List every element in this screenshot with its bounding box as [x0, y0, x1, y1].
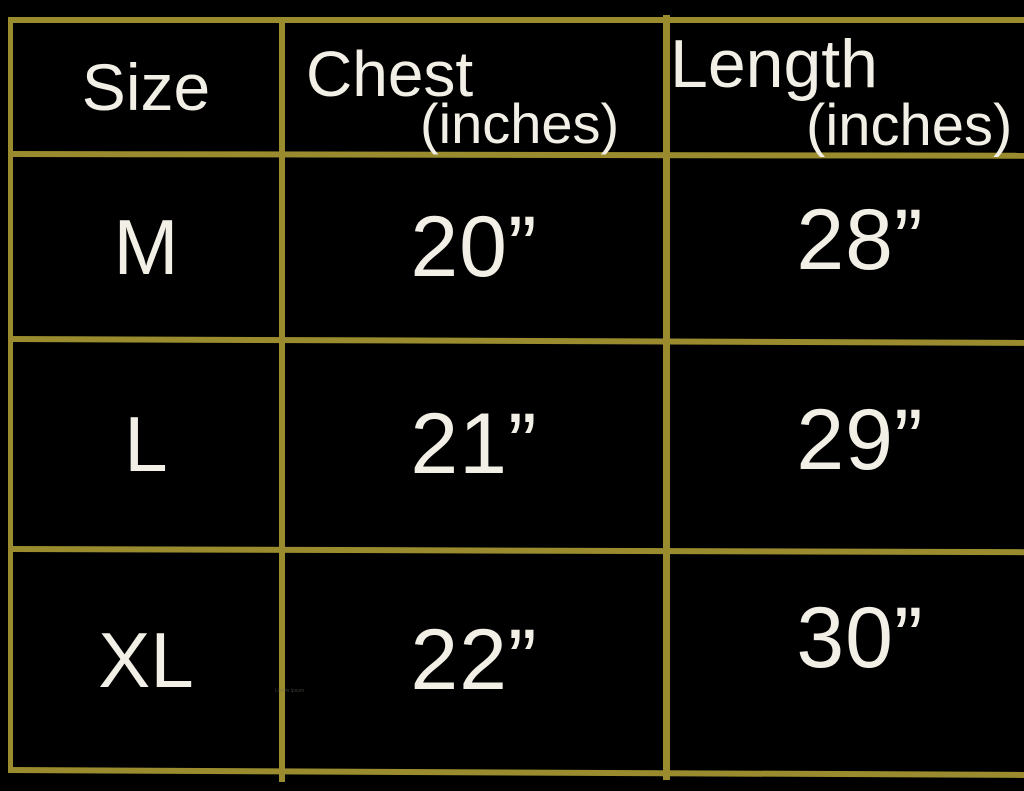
column-header-length-unit: (inches)	[806, 93, 1013, 158]
column-header-size: Size	[13, 23, 279, 151]
table-divider-2	[663, 15, 670, 780]
watermark-text: Lorem Ipsum	[275, 688, 305, 694]
cell-length-l: 29”	[796, 392, 924, 488]
cell-chest-l: 21”	[410, 396, 538, 492]
table-border-bottom	[7, 767, 1024, 779]
column-header-length: Length	[670, 26, 878, 102]
cell-size-xl: XL	[98, 615, 194, 704]
cell-chest-xl: 22”	[410, 611, 538, 708]
cell-length-m: 28”	[796, 191, 924, 288]
column-header-chest: Chest	[306, 38, 474, 110]
column-header-chest-unit: (inches)	[420, 92, 620, 155]
table-border-left	[8, 17, 13, 773]
cell-size-l: L	[124, 400, 168, 488]
cell-size-m: M	[113, 202, 179, 291]
column-header-size-label: Size	[81, 50, 211, 124]
cell-chest-m: 20”	[410, 198, 538, 295]
table-border-top	[8, 17, 1024, 23]
cell-length-xl: 30”	[796, 589, 924, 686]
table-divider-1	[279, 17, 285, 782]
